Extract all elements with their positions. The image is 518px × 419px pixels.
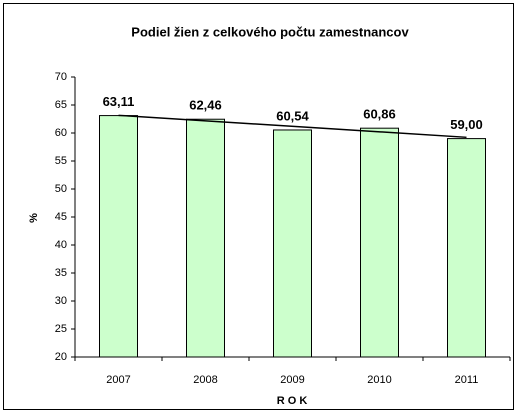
value-label: 60,54 (276, 108, 309, 123)
x-tick-label: 2010 (367, 374, 391, 386)
value-label: 60,86 (363, 107, 396, 122)
chart-border (3, 3, 514, 410)
y-tick-label: 65 (55, 99, 67, 111)
x-tick-label: 2007 (106, 374, 130, 386)
y-tick-label: 50 (55, 183, 67, 195)
trendline (118, 114, 467, 139)
y-tick-label: 25 (55, 323, 67, 335)
bar (360, 127, 399, 358)
x-tick-label: 2008 (193, 374, 217, 386)
value-label: 63,11 (103, 94, 135, 109)
y-axis-label: % (28, 213, 40, 223)
y-tick-label: 70 (55, 71, 67, 83)
value-label: 62,46 (189, 98, 222, 113)
x-tick-label: 2011 (455, 374, 479, 386)
chart-title: Podiel žien z celkového počtu zamestnanc… (131, 24, 409, 39)
y-tick-label: 55 (55, 155, 67, 167)
y-tick-label: 60 (55, 127, 67, 139)
y-tick-label: 20 (55, 351, 67, 363)
bar (273, 129, 312, 358)
y-tick-label: 30 (55, 295, 67, 307)
y-tick-label: 40 (55, 239, 67, 251)
x-tick-label: 2009 (280, 374, 304, 386)
x-axis-label: R O K (277, 395, 308, 407)
y-tick-label: 45 (55, 211, 67, 223)
bar (99, 115, 138, 358)
value-label: 59,00 (450, 117, 483, 132)
bar (447, 138, 486, 358)
bar (186, 118, 225, 358)
y-tick-label: 35 (55, 267, 67, 279)
